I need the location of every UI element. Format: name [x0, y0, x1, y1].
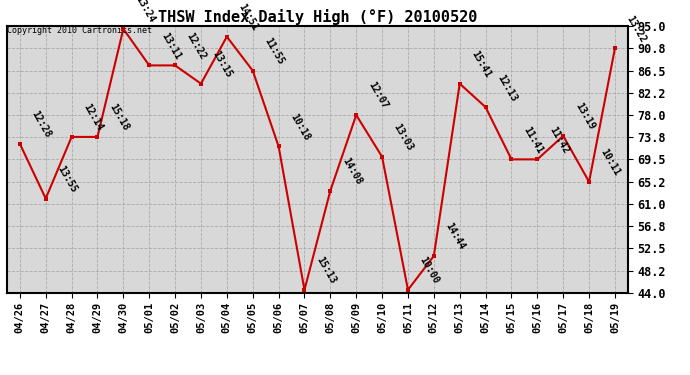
Text: 14:08: 14:08 [340, 156, 364, 186]
Text: 14:51: 14:51 [237, 2, 260, 33]
Text: 14:44: 14:44 [444, 221, 467, 252]
Title: THSW Index Daily High (°F) 20100520: THSW Index Daily High (°F) 20100520 [158, 9, 477, 25]
Text: 15:41: 15:41 [469, 49, 493, 80]
Text: 13:22: 13:22 [624, 13, 648, 44]
Text: 13:11: 13:11 [159, 31, 182, 61]
Text: 12:22: 12:22 [185, 31, 208, 61]
Text: 10:18: 10:18 [288, 112, 312, 142]
Text: 13:15: 13:15 [210, 49, 234, 80]
Text: 12:07: 12:07 [366, 80, 389, 111]
Text: 11:42: 11:42 [547, 125, 571, 155]
Text: 13:19: 13:19 [573, 101, 596, 132]
Text: 11:41: 11:41 [521, 125, 544, 155]
Text: 12:28: 12:28 [30, 109, 53, 140]
Text: 13:03: 13:03 [392, 122, 415, 153]
Text: 15:13: 15:13 [314, 255, 337, 286]
Text: 12:14: 12:14 [81, 102, 105, 133]
Text: 10:11: 10:11 [599, 147, 622, 178]
Text: 12:13: 12:13 [495, 73, 519, 103]
Text: 10:00: 10:00 [417, 255, 441, 286]
Text: 15:18: 15:18 [107, 102, 130, 133]
Text: 11:55: 11:55 [262, 36, 286, 66]
Text: Copyright 2010 Cartronics.net: Copyright 2010 Cartronics.net [7, 26, 152, 35]
Text: 13:55: 13:55 [55, 164, 79, 194]
Text: 13:24: 13:24 [133, 0, 157, 25]
